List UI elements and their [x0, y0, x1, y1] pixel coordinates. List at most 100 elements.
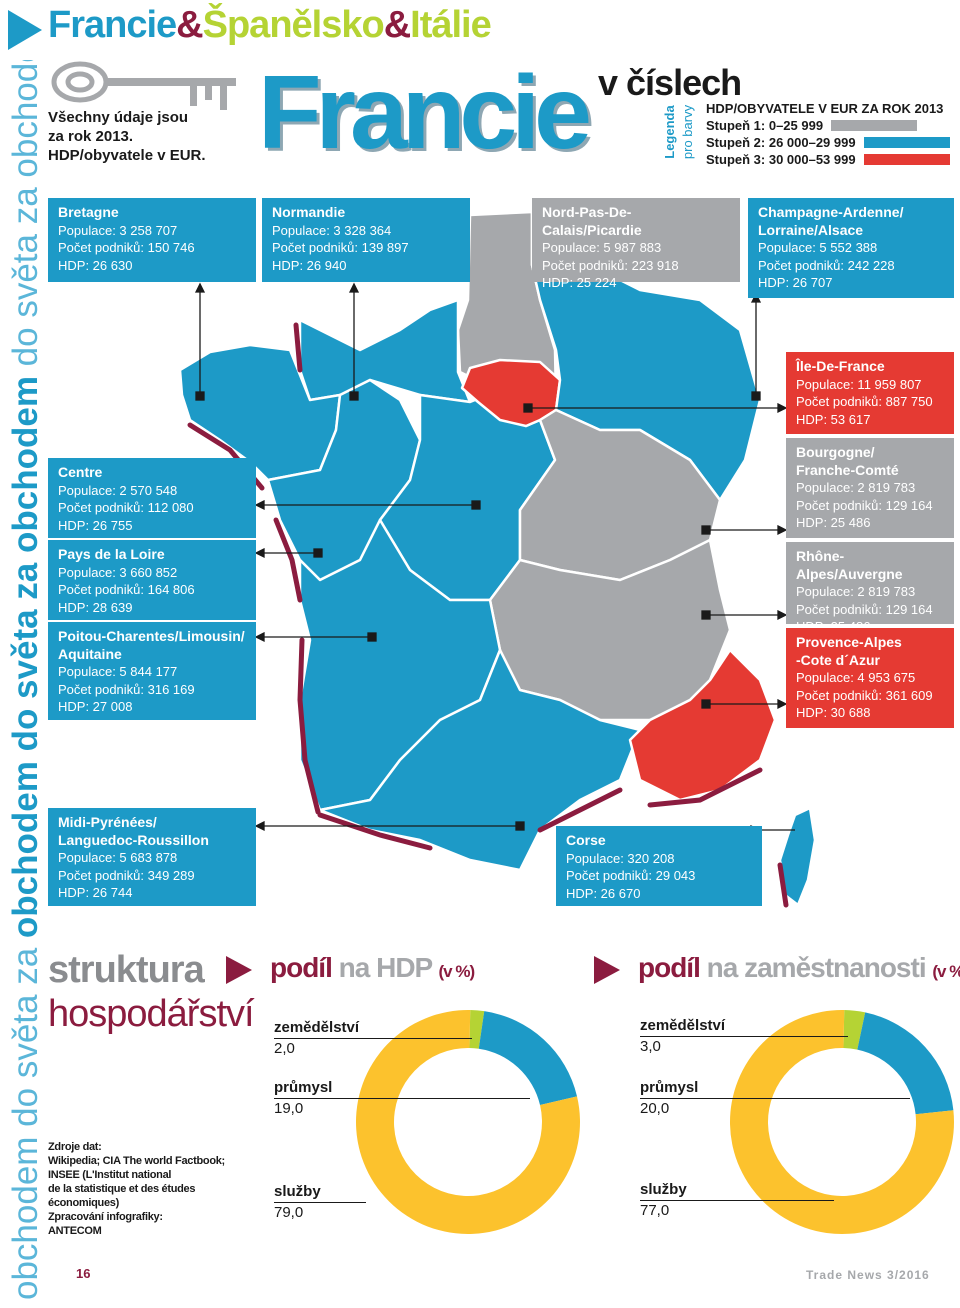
- gdp_share-value: 2,0: [274, 1040, 295, 1057]
- region-name: Rhône-Alpes/Auvergne: [796, 548, 903, 582]
- emp_share-category: zemědělství: [640, 1017, 726, 1034]
- sources-line: INSEE (L'Institut national: [48, 1169, 172, 1181]
- region-gdp: HDP: 26 707: [758, 275, 833, 290]
- map-region-midi: [318, 648, 642, 872]
- intro-text: Všechny údaje jsou za rok 2013. HDP/obyv…: [48, 109, 206, 164]
- region-pop: Populace: 5 987 883: [542, 240, 662, 255]
- region-gdp: HDP: 25 486: [796, 515, 871, 530]
- region-firms: Počet podniků: 129 164: [796, 601, 933, 617]
- magazine-footer: Trade News 3/2016: [806, 1268, 930, 1282]
- region-firms: Počet podniků: 242 228: [758, 257, 895, 273]
- region-gdp: HDP: 26 670: [566, 885, 641, 901]
- gdp_share-label: zemědělství 2,0: [274, 1018, 472, 1059]
- emp_share-label: průmysl 20,0: [640, 1078, 910, 1119]
- region-box-pays: Pays de la Loire Populace: 3 660 852 Počet…: [48, 540, 256, 620]
- region-gdp: HDP: 26 630: [58, 257, 133, 273]
- legend-swatch: [831, 120, 918, 131]
- region-name: Lorraine/Alsace: [758, 221, 864, 238]
- gdp_share-leader-line: [274, 1038, 472, 1039]
- sources-line: ANTECOM: [48, 1225, 102, 1237]
- emp_share-category: průmysl: [640, 1079, 699, 1096]
- region-box-nord: Nord-Pas-De-Calais/Picardie Populace: 5 9…: [532, 198, 740, 290]
- region-gdp: HDP: 26 940: [272, 257, 347, 273]
- map-region-provence: [628, 648, 777, 802]
- region-name: Normandie: [272, 204, 346, 220]
- donut1-slice-2: [730, 1010, 954, 1234]
- header-title: Francie&Španělsko&Itálie: [48, 4, 492, 46]
- region-pop: Populace: 3 660 852: [58, 564, 178, 580]
- emp-arrow-icon: [594, 956, 620, 984]
- donut0-slice-2: [356, 1010, 580, 1234]
- region-name: Languedoc-Roussillon: [58, 831, 209, 848]
- region-box-bourgogne: Bourgogne/Franche-Comté Populace: 2 819 7…: [786, 438, 954, 538]
- emp_share-value: 77,0: [640, 1202, 670, 1219]
- gdp_share-label: průmysl 19,0: [274, 1078, 530, 1119]
- region-box-corse: Corse Populace: 320 208 Počet podniků: 29 …: [556, 826, 762, 906]
- region-name: Aquitaine: [58, 645, 122, 662]
- page-subtitle: v číslech: [598, 62, 742, 103]
- region-name: Poitou-Charentes/Limousin/: [58, 628, 245, 644]
- sources: Zdroje dat: Wikipedia; CIA The world Fact…: [48, 1140, 248, 1238]
- region-box-idf: Île-De-France Populace: 11 959 807 Počet p…: [786, 352, 954, 434]
- page-number: 16: [76, 1266, 91, 1281]
- region-pop: Populace: 320 208: [566, 850, 675, 866]
- legend-swatch: [863, 154, 950, 165]
- region-pop: Populace: 4 953 675: [796, 670, 916, 685]
- legend-swatch: [863, 137, 950, 148]
- region-pop: Populace: 5 683 878: [58, 850, 178, 865]
- region-box-normandie: Normandie Populace: 3 328 364 Počet podnik…: [262, 198, 470, 282]
- region-name: Corse: [566, 832, 606, 848]
- sources-line: de la statistique et des études: [48, 1183, 196, 1195]
- emp_share-leader-line: [640, 1098, 910, 1099]
- page-title: Francie: [258, 55, 592, 171]
- gdp-share-title: podíl na HDP (v %): [270, 952, 475, 983]
- region-pop: Populace: 2 570 548: [58, 482, 178, 498]
- region-box-poitou: Poitou-Charentes/Limousin/Aquitaine Popul…: [48, 622, 256, 720]
- gdp_share-category: průmysl: [274, 1079, 333, 1096]
- region-pop: Populace: 5 844 177: [58, 664, 178, 679]
- region-pop: Populace: 5 552 388: [758, 240, 878, 255]
- gdp_share-category: služby: [274, 1183, 321, 1200]
- region-firms: Počet podniků: 150 746: [58, 240, 195, 255]
- region-box-bretagne: Bretagne Populace: 3 258 707 Počet podniků…: [48, 198, 256, 282]
- donut1-slice-1: [857, 1012, 954, 1115]
- sources-line: Zpracování infografiky:: [48, 1211, 163, 1223]
- emp_share-category: služby: [640, 1181, 687, 1198]
- emp_share-value: 3,0: [640, 1038, 661, 1055]
- sources-line: Zdroje dat:: [48, 1141, 102, 1153]
- donut0-slice-0: [469, 1010, 485, 1049]
- region-gdp: HDP: 28 639: [58, 599, 133, 615]
- sources-line: économiques): [48, 1197, 119, 1209]
- region-pop: Populace: 3 258 707: [58, 222, 178, 238]
- region-firms: Počet podniků: 139 897: [272, 240, 409, 255]
- region-name: Provence-Alpes: [796, 634, 902, 650]
- legend-level: Stupeň 3: 30 000–53 999: [706, 151, 950, 168]
- gdp_share-leader-line: [274, 1098, 530, 1099]
- region-gdp: HDP: 53 617: [796, 411, 871, 427]
- emp-share-title: podíl na zaměstnanosti (v %): [638, 952, 960, 983]
- region-firms: Počet podniků: 349 289: [58, 867, 195, 883]
- region-name: Midi-Pyrénées/: [58, 814, 157, 830]
- structure-title-1: struktura: [48, 949, 205, 991]
- gdp-arrow-icon: [226, 956, 252, 984]
- emp_share-label: zemědělství 3,0: [640, 1016, 848, 1057]
- region-firms: Počet podniků: 112 080: [58, 500, 194, 515]
- emp_share-leader-line: [640, 1036, 848, 1037]
- emp_share-leader-line: [640, 1200, 834, 1201]
- region-pop: Populace: 2 819 783: [796, 584, 916, 599]
- emp_share-label: služby 77,0: [640, 1180, 834, 1221]
- region-name: -Cote d´Azur: [796, 651, 880, 668]
- structure-title-2: hospodářství: [48, 993, 255, 1035]
- legend-level-label: Stupeň 3: 30 000–53 999: [706, 152, 856, 167]
- gdp_share-value: 19,0: [274, 1100, 304, 1117]
- region-pop: Populace: 3 328 364: [272, 222, 392, 238]
- region-gdp: HDP: 26 755: [58, 517, 133, 533]
- map-region-corse: [778, 806, 817, 907]
- region-firms: Počet podniků: 223 918: [542, 257, 679, 273]
- legend-level-label: Stupeň 2: 26 000–29 999: [706, 135, 856, 150]
- region-gdp: HDP: 26 744: [58, 885, 133, 900]
- legend-level: Stupeň 2: 26 000–29 999: [706, 134, 950, 151]
- region-firms: Počet podniků: 29 043: [566, 868, 696, 883]
- region-name: Bretagne: [58, 204, 119, 220]
